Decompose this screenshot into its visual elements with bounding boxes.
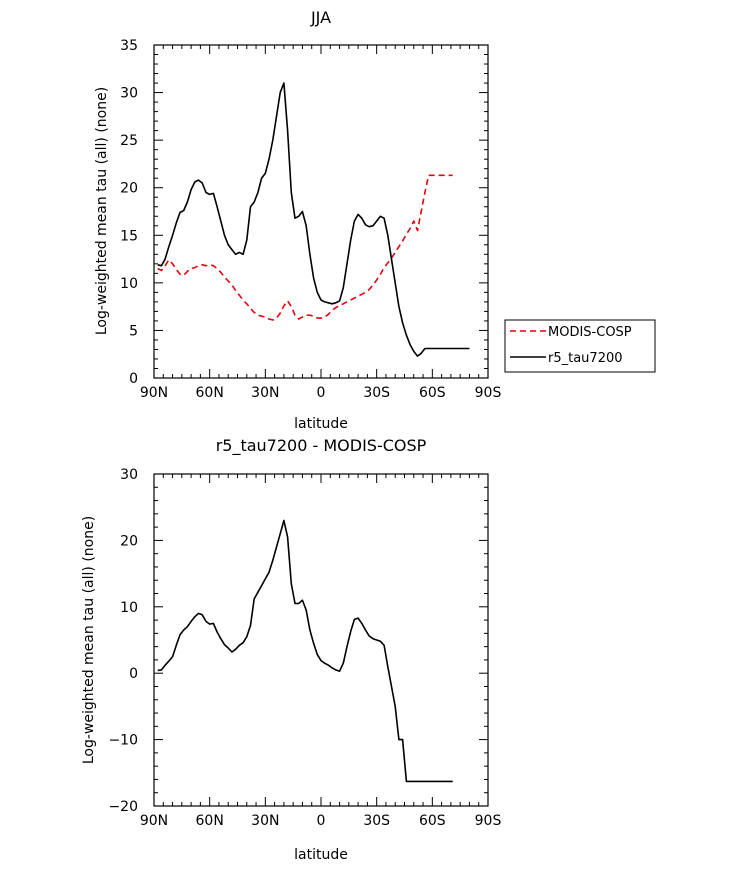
top-x-tick-label-30s: 30S <box>363 385 390 401</box>
top-x-tick-labels: 90N 60N 30N 0 30S 60S 90S <box>140 385 502 401</box>
legend-label-modis-cosp: MODIS-COSP <box>548 325 632 340</box>
bottom-x-tick-label-90s: 90S <box>475 813 502 829</box>
top-y-tick-label-25: 25 <box>120 133 138 149</box>
bottom-x-tick-label-60s: 60S <box>419 813 446 829</box>
bottom-x-tick-label-30s: 30S <box>363 813 390 829</box>
top-series-r5-tau7200-line <box>157 82 470 357</box>
bottom-x-tick-label-90n: 90N <box>140 813 168 829</box>
top-x-tick-label-60s: 60S <box>419 385 446 401</box>
top-y-tick-label-5: 5 <box>129 323 138 339</box>
bottom-y-tick-label-30: 30 <box>120 467 138 483</box>
bottom-y-tick-label-0: 0 <box>129 666 138 682</box>
bottom-y-tick-label-20: 20 <box>120 533 138 549</box>
top-y-tick-label-10: 10 <box>120 276 138 292</box>
bottom-panel: r5_tau7200 - MODIS-COSP latitude Log-wei… <box>81 436 501 863</box>
bottom-x-tick-label-0: 0 <box>317 813 326 829</box>
bottom-series-difference-line <box>157 519 453 783</box>
bottom-x-tick-labels: 90N 60N 30N 0 30S 60S 90S <box>140 813 502 829</box>
top-y-tick-label-0: 0 <box>129 371 138 387</box>
bottom-y-axis-title: Log-weighted mean tau (all) (none) <box>81 516 97 764</box>
top-x-tick-label-90s: 90S <box>475 385 502 401</box>
bottom-plot-frame <box>153 473 489 807</box>
top-x-tick-label-60n: 60N <box>196 385 224 401</box>
bottom-x-tick-label-30n: 30N <box>251 813 279 829</box>
top-y-tick-label-20: 20 <box>120 181 138 197</box>
top-y-tick-label-30: 30 <box>120 86 138 102</box>
top-series-modis-cosp-line <box>157 174 453 321</box>
top-x-tick-label-0: 0 <box>317 385 326 401</box>
top-y-tick-label-15: 15 <box>120 228 138 244</box>
bottom-x-axis-title: latitude <box>294 847 348 863</box>
top-plot-frame <box>153 44 489 379</box>
bottom-axis-ticks <box>153 473 489 807</box>
legend: MODIS-COSP r5_tau7200 <box>504 319 656 373</box>
bottom-chart-title: r5_tau7200 - MODIS-COSP <box>216 436 427 456</box>
top-panel: JJA latitude Log-weighted mean tau (all)… <box>94 8 656 432</box>
top-x-tick-label-30n: 30N <box>251 385 279 401</box>
top-y-tick-label-35: 35 <box>120 38 138 54</box>
bottom-x-tick-label-60n: 60N <box>196 813 224 829</box>
top-y-axis-title: Log-weighted mean tau (all) (none) <box>94 87 110 335</box>
top-x-tick-label-90n: 90N <box>140 385 168 401</box>
bottom-y-tick-labels: −20 −10 0 10 20 30 <box>108 467 138 815</box>
legend-label-r5-tau7200: r5_tau7200 <box>548 351 623 366</box>
bottom-y-tick-label-minus10: −10 <box>108 733 138 749</box>
legend-box <box>504 319 656 373</box>
top-chart-title: JJA <box>310 8 331 27</box>
bottom-y-tick-label-minus20: −20 <box>108 799 138 815</box>
top-y-tick-labels: 0 5 10 15 20 25 30 35 <box>120 38 138 387</box>
top-x-axis-title: latitude <box>294 416 348 432</box>
bottom-y-tick-label-10: 10 <box>120 600 138 616</box>
top-axis-ticks <box>153 44 489 379</box>
